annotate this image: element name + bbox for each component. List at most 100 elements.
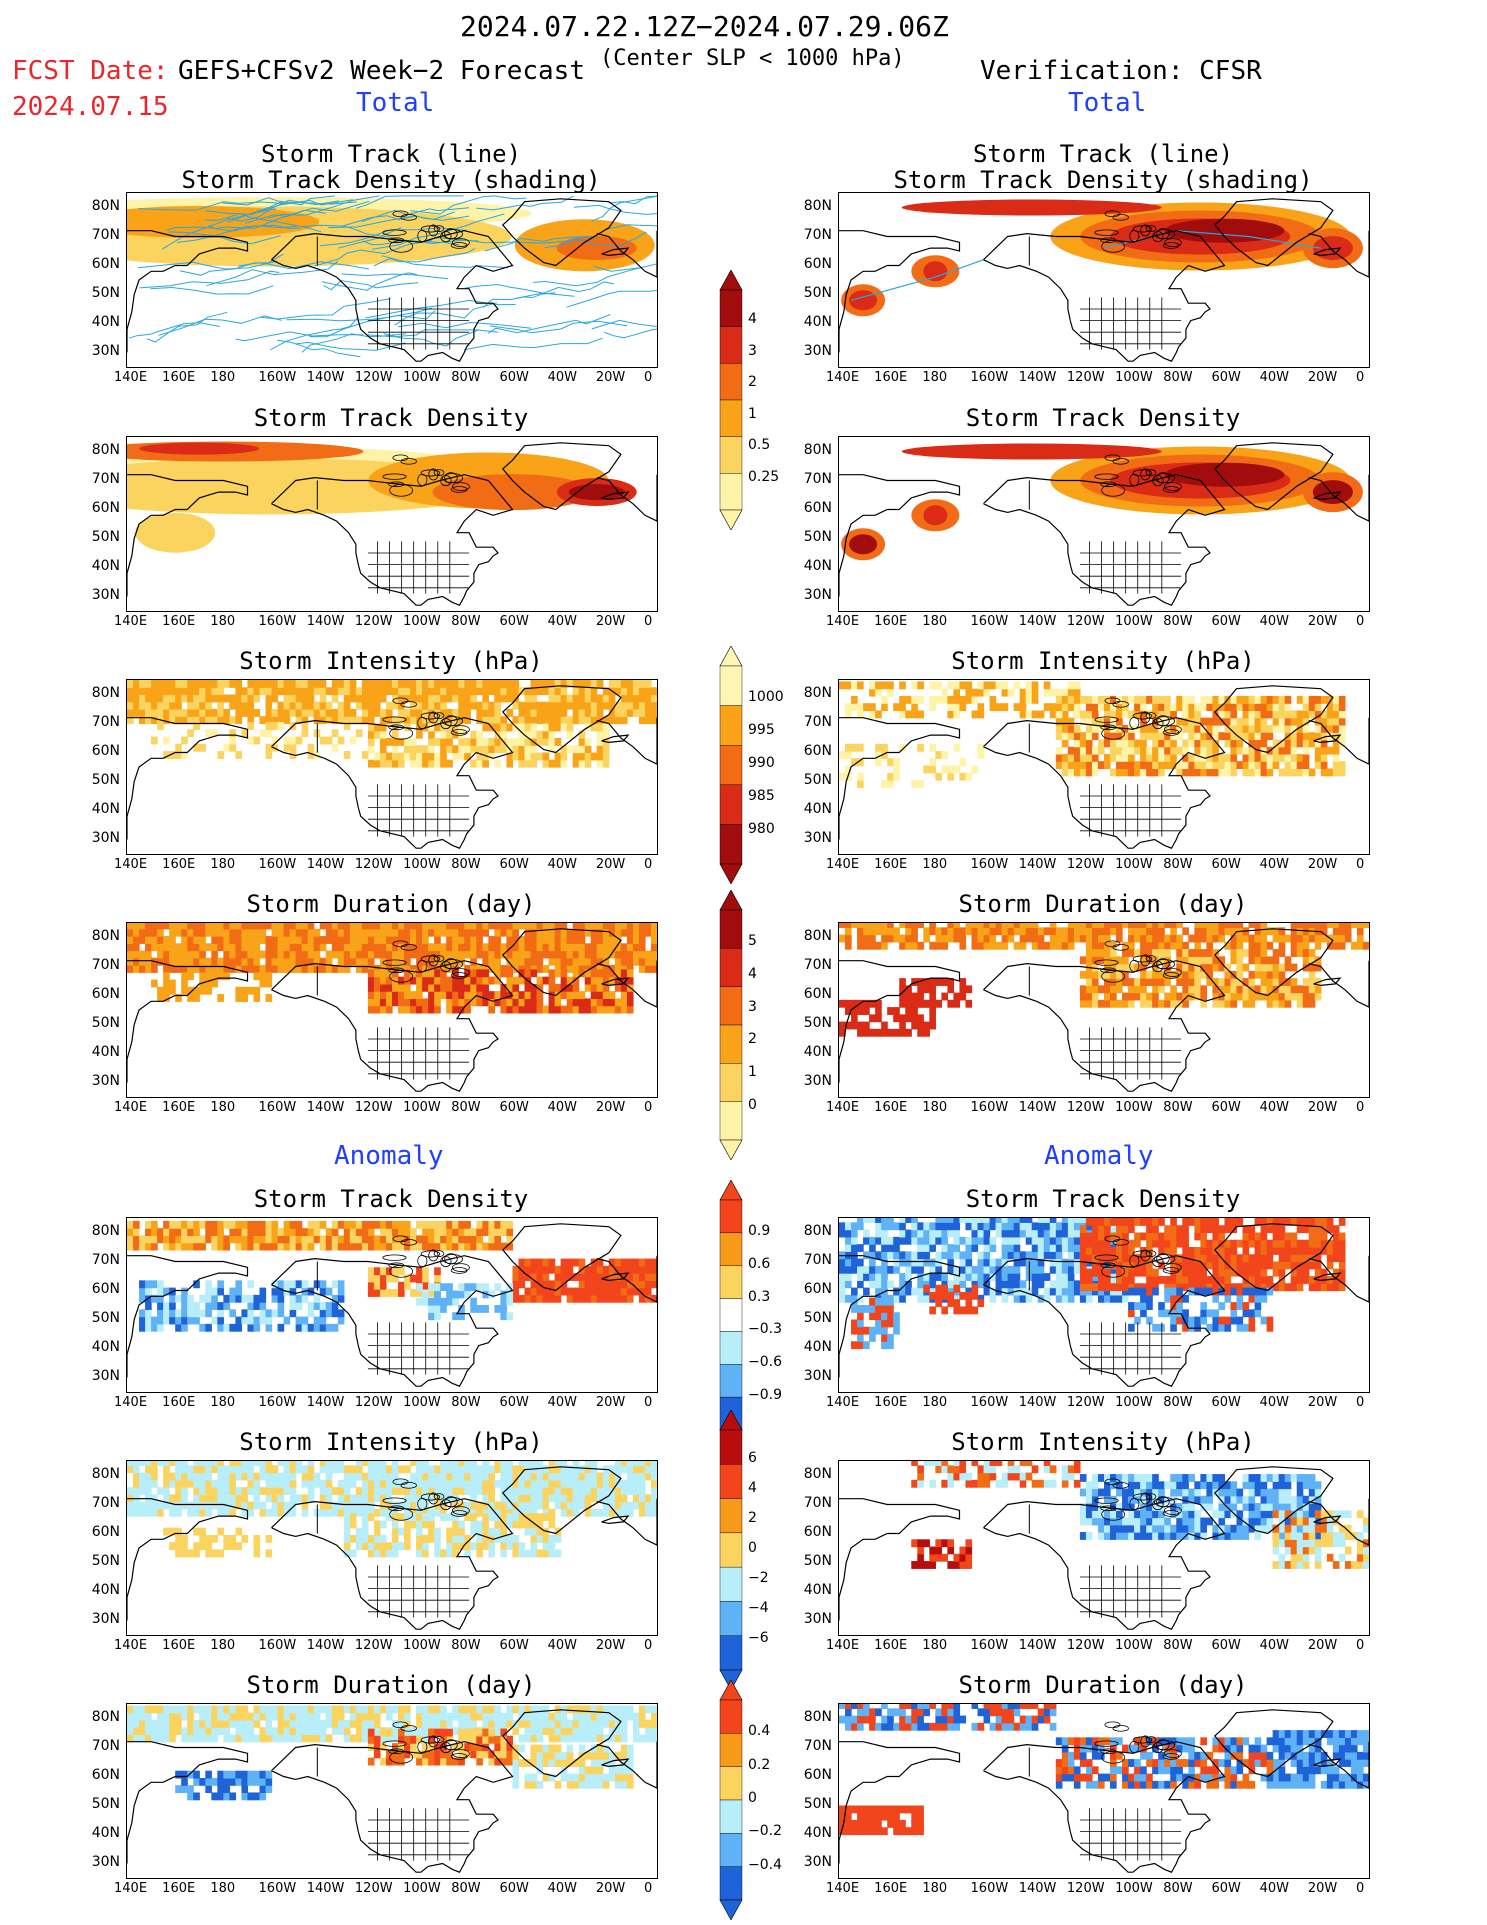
- colorbar-tick-label: −4: [748, 1600, 769, 1616]
- colorbar-tick-label: 3: [748, 998, 757, 1015]
- coast-iceland: [1313, 247, 1342, 257]
- lat-tick-label: 60N: [91, 256, 120, 272]
- lon-tick-label: 180: [922, 1100, 948, 1115]
- lon-tick-label: 160E: [874, 1881, 908, 1896]
- lon-tick-label: 80W: [1163, 614, 1193, 629]
- lon-tick-label: 0: [644, 1100, 653, 1115]
- lon-tick-label: 80W: [1163, 857, 1193, 872]
- coast-iceland: [601, 1272, 630, 1282]
- panel-title-duration: Storm Duration (day): [958, 890, 1248, 918]
- coast-asia: [127, 1741, 249, 1864]
- lat-tick-label: 30N: [803, 830, 832, 846]
- lon-tick-label: 20W: [1307, 1100, 1338, 1115]
- lon-tick-label: 0: [1356, 614, 1365, 629]
- lon-tick-label: 100W: [1115, 614, 1153, 629]
- lon-tick-label: 100W: [403, 857, 441, 872]
- panel-title-intensity: Storm Intensity (hPa): [951, 647, 1255, 675]
- coast-greenland: [501, 685, 622, 754]
- coast-asia: [839, 1741, 961, 1864]
- coast-greenland: [501, 1709, 622, 1778]
- lon-tick-label: 40W: [1259, 1100, 1290, 1115]
- lon-tick-label: 100W: [403, 614, 441, 629]
- panel-title-intensity: Storm Intensity (hPa): [239, 647, 543, 675]
- lon-tick-label: 40W: [547, 857, 578, 872]
- lat-tick-label: 50N: [91, 285, 120, 301]
- field-shading: [127, 441, 637, 553]
- coastlines: [839, 1223, 1369, 1387]
- lon-tick-label: 180: [210, 1395, 236, 1410]
- coast-north-america: [271, 1741, 514, 1873]
- lat-tick-label: 50N: [91, 1015, 120, 1031]
- lon-tick-label: 140W: [1018, 857, 1057, 872]
- lat-tick-label: 30N: [803, 343, 832, 359]
- coast-greenland: [501, 928, 622, 997]
- coast-iceland: [601, 247, 630, 257]
- coast-north-america: [271, 717, 514, 849]
- lat-tick-label: 40N: [803, 1582, 832, 1598]
- coast-europe: [1308, 960, 1369, 1008]
- lat-tick-label: 50N: [803, 529, 832, 545]
- lon-tick-label: 80W: [451, 1881, 481, 1896]
- panel-title-density: Storm Track Density: [965, 1185, 1241, 1213]
- lat-tick-label: 80N: [803, 1709, 832, 1725]
- lat-tick-label: 60N: [803, 1767, 832, 1783]
- field-shading: [839, 681, 1346, 788]
- lon-tick-label: 140W: [1018, 1881, 1057, 1896]
- lon-tick-label: 80W: [451, 1395, 481, 1410]
- lon-tick-label: 60W: [1211, 614, 1241, 629]
- lon-tick-label: 160E: [874, 1100, 908, 1115]
- lat-tick-label: 30N: [803, 1073, 832, 1089]
- lon-tick-label: 120W: [1066, 370, 1105, 385]
- lon-tick-label: 60W: [1211, 1395, 1241, 1410]
- coast-north-america: [983, 960, 1226, 1092]
- lon-tick-label: 160W: [258, 614, 297, 629]
- state-borders: [367, 1322, 470, 1375]
- lat-tick-label: 30N: [91, 1073, 120, 1089]
- lat-tick-label: 50N: [91, 1553, 120, 1569]
- colorbar-tick-label: −0.4: [748, 1856, 782, 1873]
- lon-tick-label: 120W: [1066, 1395, 1105, 1410]
- lon-tick-label: 140E: [114, 1638, 148, 1653]
- lon-tick-label: 140E: [826, 1638, 860, 1653]
- lon-tick-label: 140W: [1018, 1638, 1057, 1653]
- coast-europe: [596, 230, 657, 278]
- lon-tick-label: 20W: [1307, 1395, 1338, 1410]
- section-total-right: Total: [1068, 88, 1147, 118]
- lat-tick-label: 50N: [803, 285, 832, 301]
- lat-tick-label: 70N: [803, 957, 832, 973]
- coast-asia: [839, 717, 961, 840]
- coast-asia: [127, 1255, 249, 1378]
- coastlines: [127, 685, 657, 849]
- lon-tick-label: 0: [644, 370, 653, 385]
- colorbar-tick-label: −0.9: [748, 1387, 782, 1404]
- colorbar-tick-label: 0.4: [748, 1723, 771, 1740]
- coast-asia: [839, 474, 961, 597]
- coast-europe: [596, 960, 657, 1008]
- lon-tick-label: 60W: [499, 857, 529, 872]
- lon-tick-label: 160W: [970, 857, 1009, 872]
- lat-tick-label: 80N: [91, 928, 120, 944]
- coast-europe: [596, 717, 657, 765]
- lat-tick-label: 60N: [803, 256, 832, 272]
- lon-tick-label: 180: [210, 1881, 236, 1896]
- lon-tick-label: 140E: [114, 1100, 148, 1115]
- coast-iceland: [601, 977, 630, 987]
- lon-tick-label: 40W: [547, 1638, 578, 1653]
- coast-iceland: [1313, 734, 1342, 744]
- panel-title-track_line: Storm Track (line): [972, 140, 1234, 168]
- lon-tick-label: 60W: [1211, 370, 1241, 385]
- state-borders: [1079, 1027, 1182, 1080]
- lon-tick-label: 20W: [595, 614, 626, 629]
- lon-tick-label: 100W: [403, 370, 441, 385]
- map-panel-a_intensity-forecast: [126, 1460, 658, 1636]
- lon-tick-label: 20W: [595, 1881, 626, 1896]
- lon-tick-label: 120W: [354, 614, 393, 629]
- lat-tick-label: 30N: [91, 1368, 120, 1384]
- lon-tick-label: 140E: [826, 614, 860, 629]
- lon-tick-label: 60W: [499, 1395, 529, 1410]
- coast-greenland: [1213, 685, 1334, 754]
- lat-tick-label: 40N: [803, 558, 832, 574]
- lon-tick-label: 40W: [1259, 614, 1290, 629]
- state-borders: [367, 541, 470, 594]
- lat-tick-label: 40N: [91, 1044, 120, 1060]
